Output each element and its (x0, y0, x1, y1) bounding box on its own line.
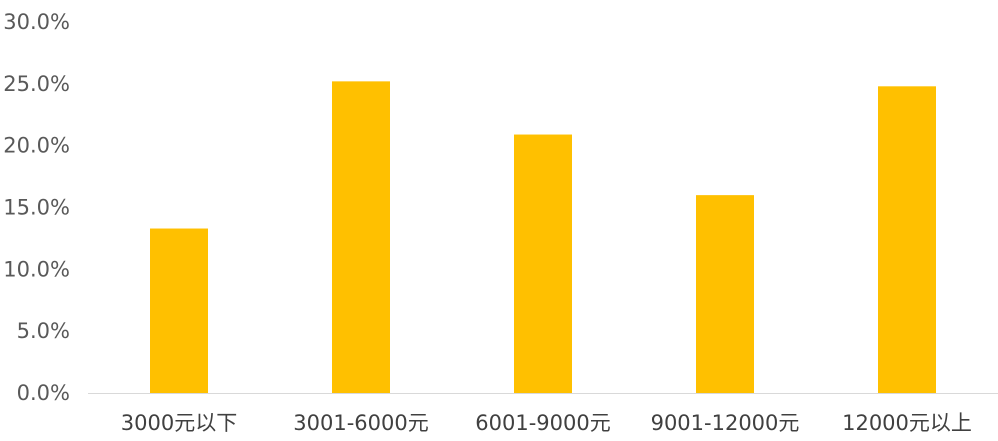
x-axis-categories: 3000元以下 3001-6000元 6001-9000元 9001-12000元 12… (121, 411, 972, 435)
x-category-label: 3000元以下 (121, 411, 237, 435)
bar-series (150, 81, 936, 394)
x-category-label: 3001-6000元 (293, 411, 428, 435)
y-tick-label: 25.0% (3, 72, 70, 96)
x-category-label: 12000元以上 (842, 411, 972, 435)
bar (878, 86, 936, 393)
y-tick-label: 10.0% (3, 257, 70, 281)
y-tick-label: 15.0% (3, 196, 70, 220)
y-axis-ticks: 0.0% 5.0% 10.0% 15.0% 20.0% 25.0% 30.0% (3, 10, 70, 405)
bar (696, 195, 754, 393)
bar (332, 81, 390, 394)
bar (514, 134, 572, 393)
bar (150, 228, 208, 393)
x-category-label: 6001-9000元 (475, 411, 610, 435)
y-tick-label: 30.0% (3, 10, 70, 34)
y-tick-label: 5.0% (17, 319, 70, 343)
y-tick-label: 20.0% (3, 134, 70, 158)
y-tick-label: 0.0% (17, 381, 70, 405)
x-category-label: 9001-12000元 (651, 411, 800, 435)
